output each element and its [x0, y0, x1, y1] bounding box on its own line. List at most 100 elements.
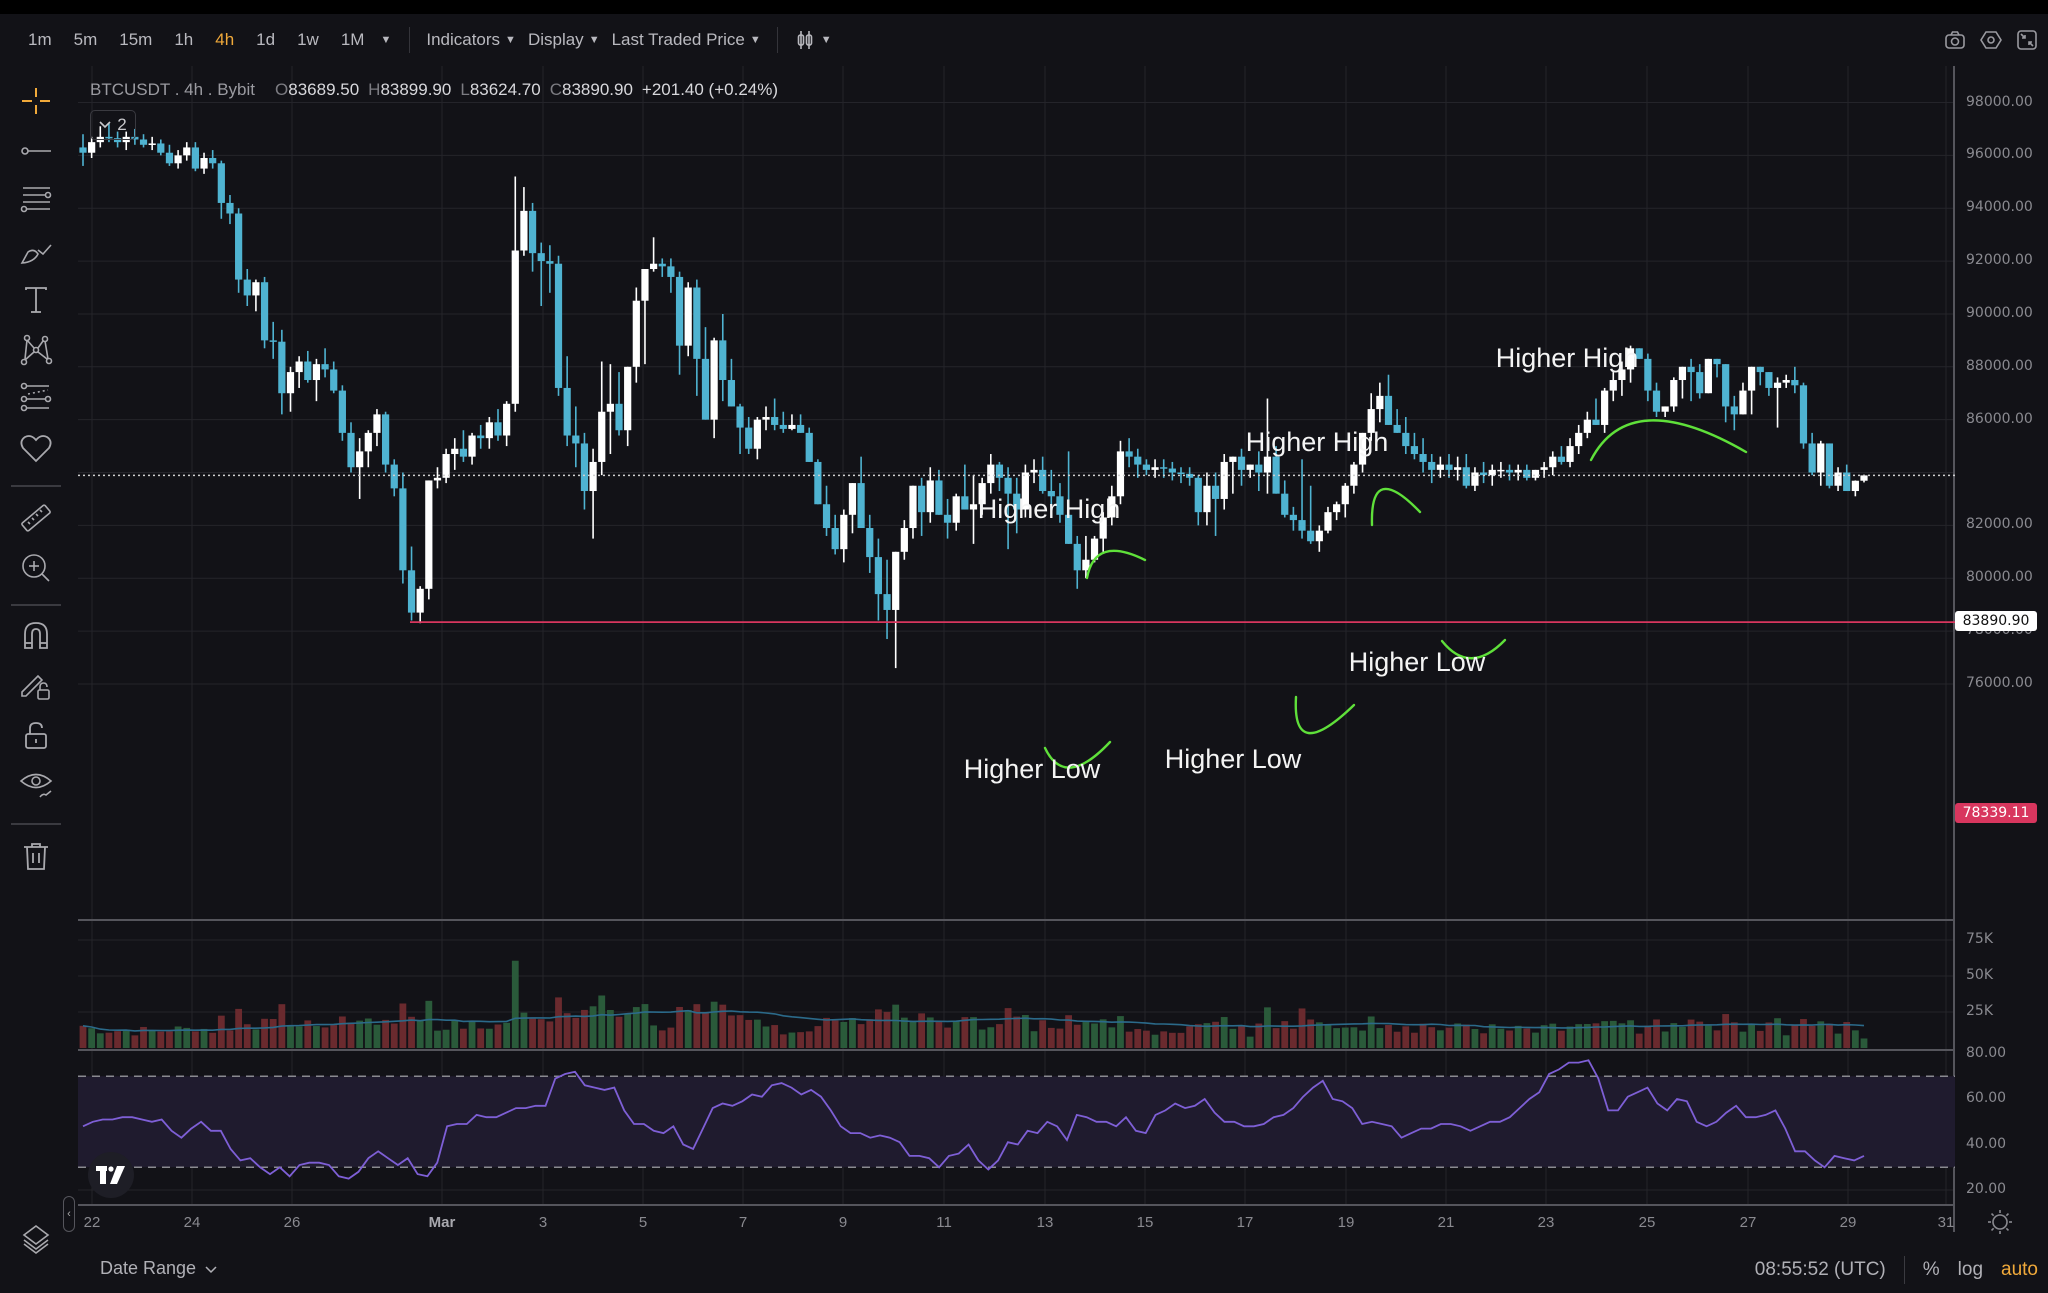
layers-tool[interactable] — [16, 1220, 56, 1260]
timeframe-5m[interactable]: 5m — [73, 30, 98, 49]
rsi-axis-label: 20.00 — [1966, 1181, 2007, 1197]
close-value: 83890.90 — [562, 80, 633, 99]
ohlc-legend: BTCUSDT . 4h . Bybit O 83689.50 H 83899.90… — [90, 80, 778, 100]
time-axis-label: 7 — [738, 1214, 748, 1231]
volume-axis-label: 75K — [1966, 931, 1993, 947]
zoom-in-icon — [22, 554, 50, 582]
rsi-axis-label: 40.00 — [1966, 1135, 2007, 1152]
chart-annotation[interactable]: Higher High — [977, 494, 1121, 524]
draw-lock-icon — [21, 674, 50, 700]
delete-tool[interactable] — [16, 836, 56, 876]
timeframe-1M[interactable]: 1M — [340, 30, 365, 49]
current-price-tag: 83890.90 — [1955, 611, 2037, 631]
chart-annotation[interactable]: Higher High — [1495, 343, 1639, 373]
text-tool[interactable] — [16, 280, 56, 320]
indicators-label: Indicators — [426, 30, 501, 49]
crosshair-tool[interactable] — [16, 81, 56, 121]
time-axis-label: 25 — [1638, 1214, 1656, 1231]
ruler-tool[interactable] — [16, 498, 56, 538]
date-range-label: Date Range — [100, 1258, 197, 1278]
trend-line-icon — [21, 147, 51, 155]
bottom-bar: Date Range 08:55:52 (UTC) % log auto — [0, 1240, 2048, 1293]
toolbar-divider — [776, 27, 778, 53]
chevron-left-icon: ‹ — [67, 1208, 71, 1220]
display-label: Display — [527, 30, 584, 49]
collapse-panel-button[interactable]: ‹ — [63, 1196, 75, 1232]
brush-icon — [20, 244, 52, 264]
toolbar-divider — [11, 485, 61, 487]
fullscreen-icon[interactable] — [2016, 29, 2038, 51]
timeframe-1w[interactable]: 1w — [297, 30, 319, 49]
time-axis-label: 17 — [1236, 1214, 1254, 1231]
zoom-tool[interactable] — [16, 548, 56, 588]
eye-icon — [19, 773, 53, 798]
camera-icon[interactable] — [1944, 29, 1966, 51]
timeframe-1m[interactable]: 1m — [28, 30, 52, 49]
trash-icon — [24, 843, 48, 870]
tradingview-logo[interactable] — [88, 1152, 134, 1198]
tradingview-logo-icon — [96, 1166, 125, 1184]
toolbar-divider — [409, 27, 411, 53]
time-axis-label: 5 — [638, 1214, 648, 1231]
price-type-dropdown[interactable]: Last Traded Price ▼ — [606, 30, 767, 50]
time-axis-label: 3 — [538, 1214, 548, 1231]
display-button[interactable]: Display ▼ — [522, 30, 606, 50]
settings-icon[interactable] — [1980, 29, 2002, 51]
price-axis-label: 76000.00 — [1966, 674, 2033, 691]
timeframe-1d[interactable]: 1d — [256, 30, 276, 49]
chart-annotation[interactable]: Higher Low — [1348, 647, 1486, 677]
support-price-tag: 78339.11 — [1955, 803, 2037, 823]
chart-annotation[interactable]: Higher Low — [963, 754, 1101, 784]
forecast-tool[interactable] — [16, 379, 56, 419]
time-axis-label: 22 — [83, 1214, 101, 1231]
timeframe-1h[interactable]: 1h — [174, 30, 194, 49]
scale-options: 08:55:52 (UTC) % log auto — [1755, 1256, 2038, 1284]
percent-scale-toggle[interactable]: % — [1922, 1259, 1940, 1280]
ruler-icon — [21, 504, 51, 532]
price-axis-label: 80000.00 — [1966, 569, 2033, 586]
log-scale-toggle[interactable]: log — [1957, 1259, 1984, 1280]
indicators-collapse-toggle[interactable]: 2 — [90, 110, 136, 140]
close-key: C — [549, 80, 562, 99]
pattern-tool[interactable] — [16, 330, 56, 370]
low-value: 83624.70 — [469, 80, 541, 99]
trend-line-tool[interactable] — [16, 131, 56, 171]
auto-scale-toggle[interactable]: auto — [2001, 1259, 2038, 1280]
high-key: H — [368, 80, 381, 99]
high-value: 83899.90 — [380, 80, 452, 99]
brush-tool[interactable] — [16, 230, 56, 270]
time-axis-label: 13 — [1036, 1214, 1054, 1231]
utc-clock[interactable]: 08:55:52 (UTC) — [1754, 1259, 1886, 1280]
date-range-dropdown[interactable]: Date Range — [100, 1258, 217, 1279]
favorites-tool[interactable] — [16, 428, 56, 468]
rsi-axis-label: 80.00 — [1966, 1044, 2007, 1061]
magnet-tool[interactable] — [16, 616, 56, 656]
caret-down-icon: ▼ — [820, 34, 832, 46]
timeframe-more-dropdown-icon[interactable]: ▼ — [380, 34, 392, 46]
lock-icon — [25, 722, 47, 749]
volume-axis-label: 50K — [1966, 967, 1993, 983]
time-axis-label: 31 — [1937, 1214, 1955, 1231]
timeframe-4h[interactable]: 4h — [215, 30, 235, 49]
chart-type-dropdown[interactable]: ▼ — [788, 29, 838, 51]
indicators-button[interactable]: Indicators ▼ — [420, 30, 522, 50]
axis-settings-icon[interactable] — [1988, 1210, 2012, 1234]
draw-lock-tool[interactable] — [16, 666, 56, 706]
hide-drawings-tool[interactable] — [16, 765, 56, 805]
time-axis-label: 21 — [1437, 1214, 1455, 1231]
horizontal-lines-tool[interactable] — [16, 180, 56, 220]
pattern-icon — [20, 334, 53, 366]
chart-annotation[interactable]: Higher Low — [1164, 744, 1302, 774]
lock-tool[interactable] — [16, 716, 56, 756]
symbol-label: BTCUSDT . 4h . Bybit — [90, 80, 256, 99]
crosshair-icon — [22, 88, 50, 114]
low-key: L — [460, 80, 470, 99]
chart-annotation[interactable]: Higher High — [1245, 427, 1389, 457]
price-axis-label: 98000.00 — [1966, 93, 2033, 110]
price-type-label: Last Traded Price — [611, 30, 745, 49]
caret-down-icon: ▼ — [749, 34, 761, 46]
chevron-down-icon — [205, 1266, 217, 1274]
timeframe-15m[interactable]: 15m — [119, 30, 153, 49]
volume-axis-label: 25K — [1966, 1003, 1993, 1019]
